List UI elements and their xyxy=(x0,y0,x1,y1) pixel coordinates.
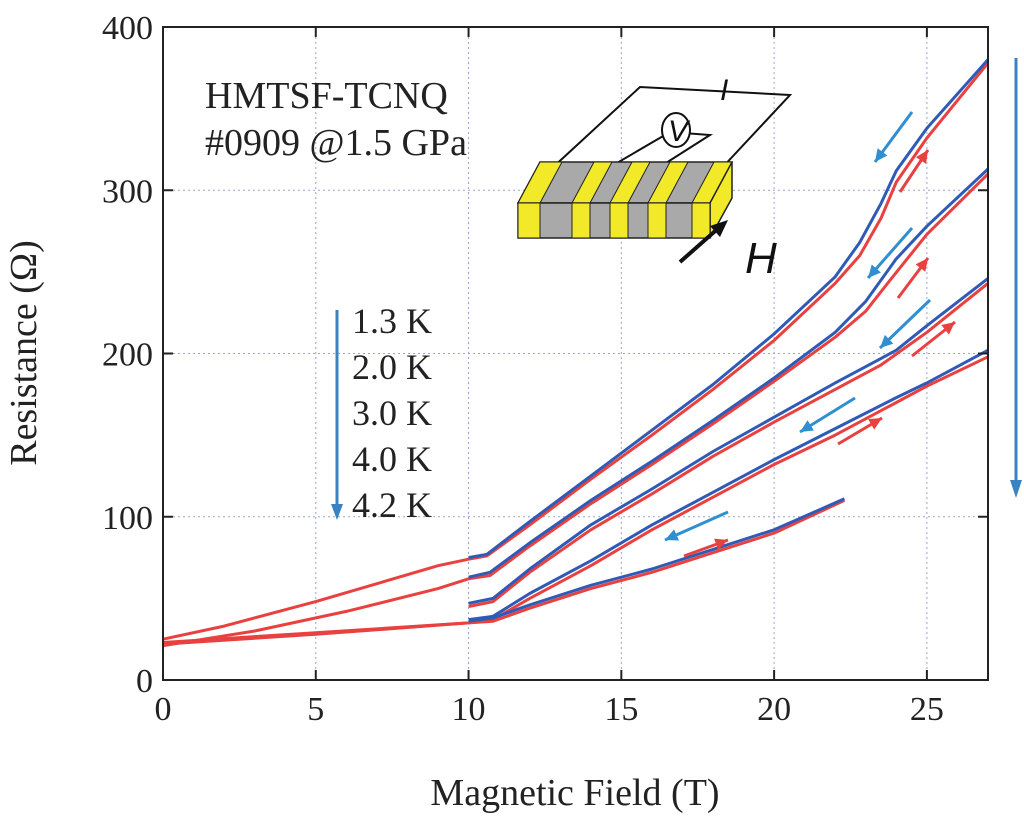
x-tick-label: 20 xyxy=(757,691,791,728)
field-arrowhead xyxy=(710,220,728,237)
contact-stripes-front xyxy=(517,202,711,239)
down-sweep-arrow xyxy=(873,111,914,163)
y-tick-label: 0 xyxy=(136,663,153,700)
series-down-sweep-1.3k xyxy=(468,58,990,560)
legend-arrowhead xyxy=(331,504,343,520)
legend-entry: 4.0 K xyxy=(352,439,432,479)
x-tick-label: 15 xyxy=(604,691,638,728)
sample-condition: #0909 @1.5 GPa xyxy=(205,122,467,164)
current-lead xyxy=(549,85,793,171)
temperature-legend: 1.3 K 2.0 K 3.0 K 4.0 K 4.2 K xyxy=(331,301,432,525)
contact-stripe xyxy=(647,202,667,239)
contact-stripe xyxy=(571,202,591,239)
legend-entry: 4.2 K xyxy=(352,485,432,525)
voltmeter-icon xyxy=(661,112,691,148)
series-up-sweep-1.3k xyxy=(162,61,990,641)
temperature-direction-arrowhead xyxy=(1010,480,1022,498)
contact-stripe xyxy=(609,202,629,239)
down-sweep-arrow xyxy=(878,298,932,350)
up-sweep-arrow xyxy=(898,149,930,193)
series-up-sweep-4.2k xyxy=(162,499,846,646)
down-sweep-arrow xyxy=(799,396,856,434)
x-axis-title: Magnetic Field (T) xyxy=(430,772,719,814)
field-label: H xyxy=(745,234,777,283)
series-down-sweep-4.2k xyxy=(468,497,846,623)
down-sweep-arrow xyxy=(866,227,914,279)
series-down-sweep-4.0k xyxy=(468,348,989,622)
x-tick-label: 5 xyxy=(307,691,324,728)
up-sweep-arrow xyxy=(837,416,883,446)
down-sweep-arrow xyxy=(664,510,729,542)
y-tick-label: 400 xyxy=(102,10,153,47)
y-tick-label: 100 xyxy=(102,500,153,537)
legend-entry: 3.0 K xyxy=(352,393,432,433)
x-tick-label: 0 xyxy=(155,691,172,728)
series-down-sweep-2.0k xyxy=(468,167,990,579)
series-layer xyxy=(162,58,990,648)
series-up-sweep-4.0k xyxy=(162,355,989,644)
series-up-sweep-3.0k xyxy=(468,282,989,608)
x-tick-label: 10 xyxy=(452,691,486,728)
contact-stripe xyxy=(691,202,711,239)
up-sweep-arrow xyxy=(683,538,729,558)
series-up-sweep-2.0k xyxy=(162,172,990,648)
voltage-label: V xyxy=(668,115,691,148)
y-tick-label: 200 xyxy=(102,337,153,374)
legend-entry: 2.0 K xyxy=(352,347,432,387)
x-tick-label: 25 xyxy=(910,691,944,728)
y-axis-title: Resistance (Ω) xyxy=(3,240,45,466)
sweep-arrows xyxy=(664,111,956,558)
sample-label: HMTSF-TCNQ xyxy=(205,75,448,117)
contact-stripe xyxy=(517,202,541,239)
legend-entry: 1.3 K xyxy=(352,301,432,341)
ticks: 0 5 10 15 20 25 0 100 200 300 400 xyxy=(102,10,988,728)
y-tick-label: 300 xyxy=(102,173,153,210)
series-down-sweep-3.0k xyxy=(468,277,989,605)
grid-lines xyxy=(163,27,988,680)
sample-inset-diagram: V I H xyxy=(516,74,793,283)
current-label: I xyxy=(720,74,728,107)
up-sweep-arrow xyxy=(896,257,930,299)
up-sweep-arrow xyxy=(911,320,956,358)
